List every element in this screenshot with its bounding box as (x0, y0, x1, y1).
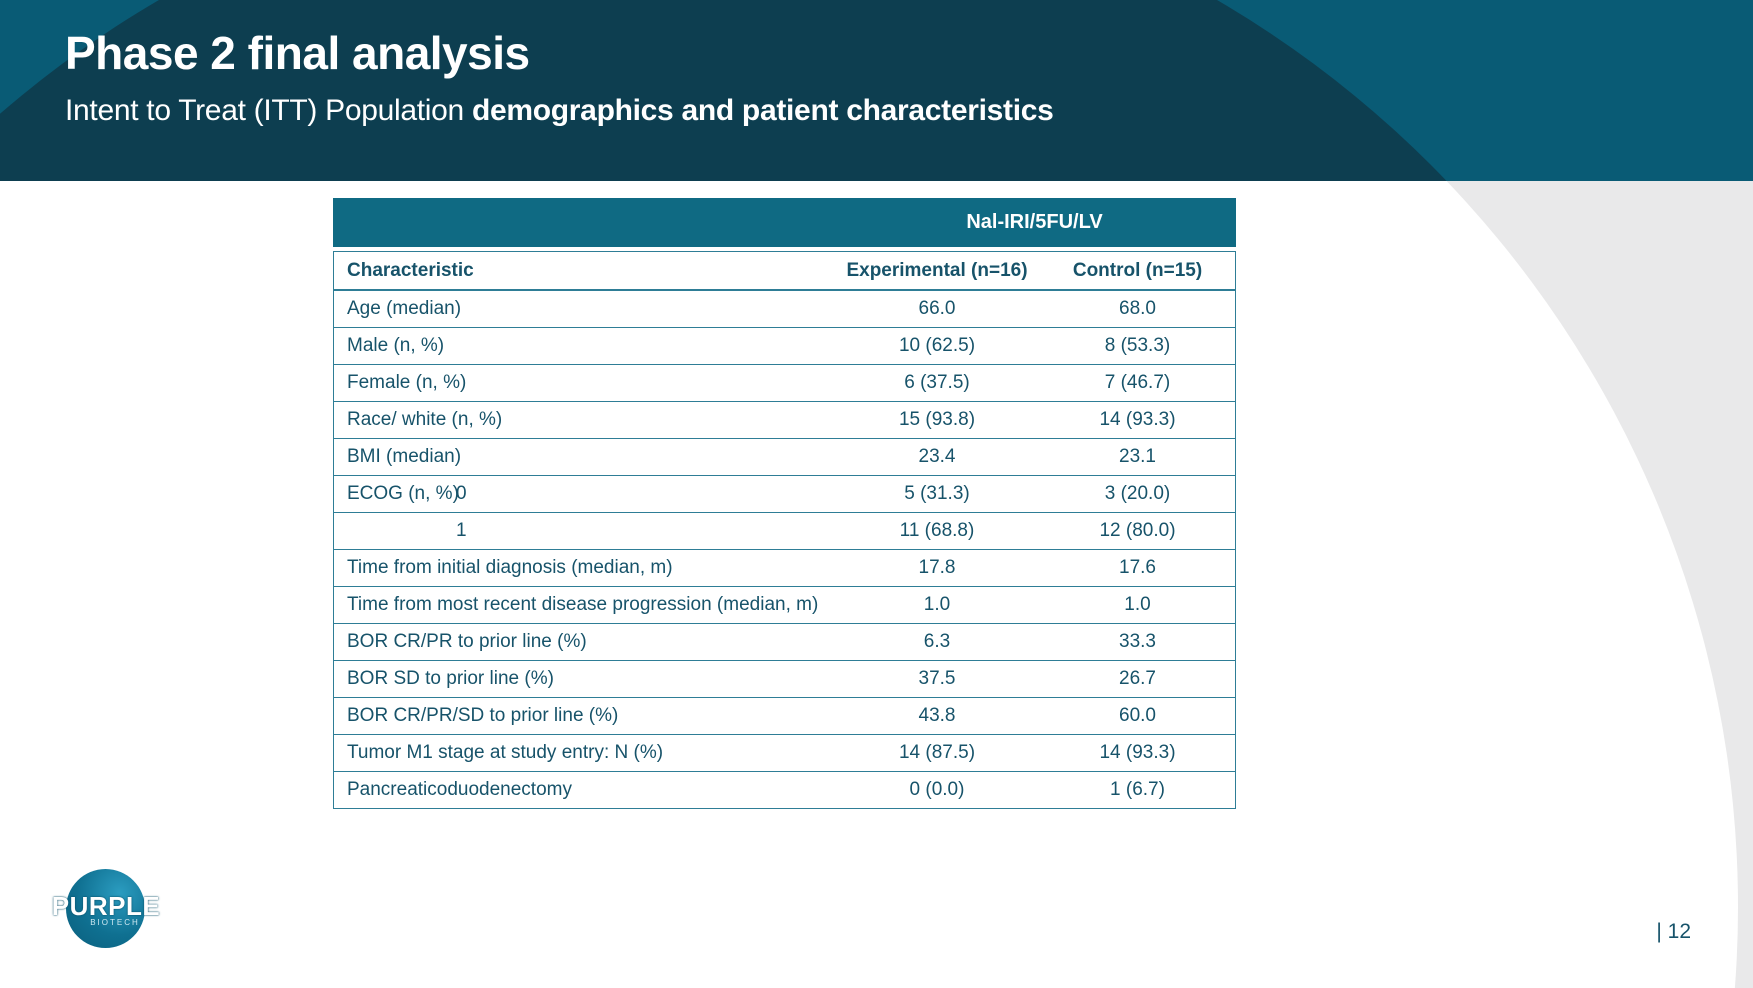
row-experimental-value: 6 (37.5) (904, 372, 970, 393)
row-label: Race/ white (n, %) (347, 409, 503, 430)
row-experimental-value: 14 (87.5) (898, 742, 976, 763)
row-experimental-value: 1.0 (923, 594, 951, 615)
row-control-value: 23.1 (1119, 446, 1156, 467)
row-experimental-value: 37.5 (918, 668, 956, 689)
table-row: Age (median) 66.0 68.0 (334, 291, 1235, 328)
row-control-value: 60.0 (1119, 705, 1156, 726)
table-row: Male (n, %) 10 (62.5) 8 (53.3) (334, 328, 1235, 365)
row-control-value: 14 (93.3) (1099, 409, 1176, 430)
table-row: Tumor M1 stage at study entry: N (%) 14 … (334, 735, 1235, 772)
table-row: 1 11 (68.8) 12 (80.0) (334, 513, 1235, 550)
table-row: Female (n, %) 6 (37.5) 7 (46.7) (334, 365, 1235, 402)
table-row: Pancreaticoduodenectomy 0 (0.0) 1 (6.7) (334, 772, 1235, 808)
row-control-value: 7 (46.7) (1104, 372, 1171, 393)
row-label: BOR CR/PR/SD to prior line (%) (347, 705, 619, 726)
table-row: BOR CR/PR/SD to prior line (%) 43.8 60.0 (334, 698, 1235, 735)
row-label: BOR SD to prior line (%) (347, 668, 554, 689)
table-row: Race/ white (n, %) 15 (93.8) 14 (93.3) (334, 402, 1235, 439)
column-header-control: Control (n=15) (1072, 259, 1203, 281)
row-label: Pancreaticoduodenectomy (347, 779, 572, 800)
row-control-value: 1 (6.7) (1110, 779, 1165, 800)
table-grid: Characteristic Experimental (n=16) Contr… (333, 251, 1236, 809)
row-experimental-value: 43.8 (918, 705, 956, 726)
row-sublabel: 1 (456, 520, 467, 541)
page-number: | 12 (1656, 920, 1691, 943)
column-header-experimental: Experimental (n=16) (846, 259, 1028, 281)
slide-subtitle-bold: demographics and patient characteristics (471, 94, 1054, 127)
column-header-characteristic: Characteristic (347, 259, 474, 281)
row-experimental-value: 23.4 (918, 446, 956, 467)
table-header-row: Characteristic Experimental (n=16) Contr… (334, 252, 1235, 291)
purple-biotech-logo: PURPLE BIOTECH (40, 855, 180, 965)
row-control-value: 68.0 (1119, 298, 1156, 319)
table-row: ECOG (n, %) 0 5 (31.3) 3 (20.0) (334, 476, 1235, 513)
row-experimental-value: 0 (0.0) (909, 779, 965, 800)
logo-wordmark: PURPLE (51, 891, 161, 921)
row-label: Tumor M1 stage at study entry: N (%) (347, 742, 664, 763)
row-control-value: 12 (80.0) (1099, 520, 1176, 541)
row-experimental-value: 6.3 (923, 631, 951, 652)
row-experimental-value: 11 (68.8) (899, 520, 975, 541)
row-label: Time from initial diagnosis (median, m) (347, 557, 673, 578)
row-control-value: 1.0 (1124, 594, 1151, 615)
table-group-header-label: Nal-IRI/5FU/LV (966, 211, 1103, 233)
table-row: Time from most recent disease progressio… (334, 587, 1235, 624)
slide-subtitle: Intent to Treat (ITT) Population demogra… (65, 94, 1054, 128)
slide-title: Phase 2 final analysis (65, 27, 530, 79)
row-label: ECOG (n, %) (347, 483, 459, 504)
table-row: BMI (median) 23.4 23.1 (334, 439, 1235, 476)
row-experimental-value: 10 (62.5) (898, 335, 976, 356)
row-label: Age (median) (347, 298, 462, 319)
row-control-value: 17.6 (1119, 557, 1156, 578)
row-experimental-value: 66.0 (918, 298, 956, 319)
slide-header: Phase 2 final analysis Intent to Treat (… (0, 0, 1753, 181)
row-control-value: 3 (20.0) (1104, 483, 1171, 504)
table-group-header: Nal-IRI/5FU/LV (333, 198, 1236, 247)
row-experimental-value: 5 (31.3) (904, 483, 970, 504)
row-label: Female (n, %) (347, 372, 467, 393)
row-sublabel: 0 (456, 483, 467, 504)
row-label: Time from most recent disease progressio… (347, 594, 819, 615)
row-label: Male (n, %) (347, 335, 445, 356)
row-experimental-value: 17.8 (918, 557, 956, 578)
slide-subtitle-regular: Intent to Treat (ITT) Population (65, 94, 472, 127)
logo-circle-icon (66, 869, 145, 948)
table-row: BOR SD to prior line (%) 37.5 26.7 (334, 661, 1235, 698)
slide-content: Nal-IRI/5FU/LV Characteristic Experiment… (0, 181, 1753, 988)
logo-subtext: BIOTECH (90, 918, 140, 927)
row-label: BOR CR/PR to prior line (%) (347, 631, 587, 652)
row-experimental-value: 15 (93.8) (898, 409, 976, 430)
table-row: BOR CR/PR to prior line (%) 6.3 33.3 (334, 624, 1235, 661)
row-control-value: 26.7 (1119, 668, 1156, 689)
table-row: Time from initial diagnosis (median, m) … (334, 550, 1235, 587)
row-label: BMI (median) (347, 446, 462, 467)
row-control-value: 8 (53.3) (1104, 335, 1171, 356)
row-control-value: 14 (93.3) (1099, 742, 1176, 763)
demographics-table: Nal-IRI/5FU/LV Characteristic Experiment… (333, 198, 1236, 809)
row-control-value: 33.3 (1119, 631, 1156, 652)
